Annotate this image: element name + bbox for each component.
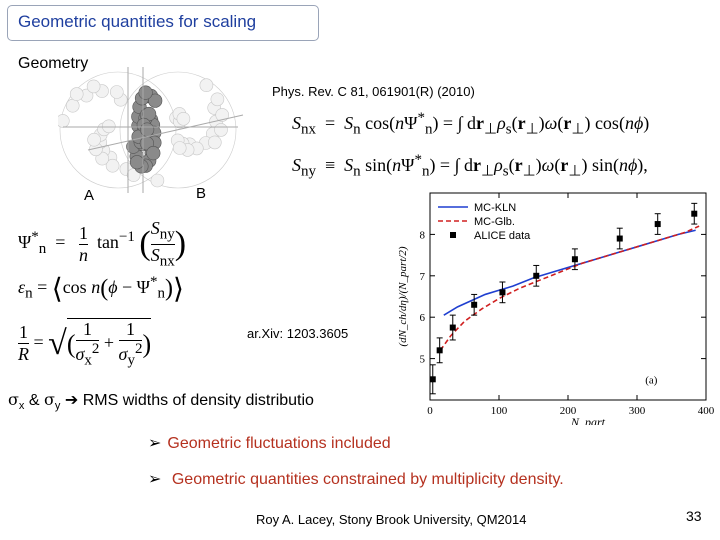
y-tick-label: 7 bbox=[420, 271, 426, 283]
spectator-nucleon bbox=[58, 114, 70, 128]
y-tick-label: 8 bbox=[420, 229, 426, 241]
page-number: 33 bbox=[686, 508, 702, 524]
sigma-x-symbol: σ bbox=[8, 390, 19, 409]
spectator-nucleon bbox=[69, 87, 84, 101]
data-point bbox=[533, 272, 540, 279]
spectator-nucleon bbox=[87, 132, 101, 147]
x-axis-label: N_part bbox=[570, 415, 606, 425]
y-tick-label: 6 bbox=[420, 312, 426, 324]
spectator-nucleon bbox=[172, 141, 187, 155]
spectator-nucleon bbox=[176, 111, 191, 126]
bullet-text-2: Geometric quantities constrained by mult… bbox=[171, 471, 564, 488]
legend-label: ALICE data bbox=[474, 230, 531, 242]
data-point bbox=[616, 235, 623, 242]
bullet-arrow-icon: ➢ bbox=[148, 471, 162, 488]
rms-text: RMS widths of density distributio bbox=[82, 392, 314, 409]
y-tick-label: 5 bbox=[420, 354, 426, 366]
bullet-arrow-icon: ➢ bbox=[148, 435, 162, 452]
sigma-y-subscript: y bbox=[54, 400, 61, 413]
spectator-nucleon bbox=[214, 123, 228, 137]
label-a: A bbox=[84, 187, 95, 204]
data-point bbox=[449, 324, 456, 331]
title-box bbox=[7, 5, 319, 41]
x-tick-label: 400 bbox=[698, 405, 715, 417]
spectator-nucleon bbox=[86, 79, 101, 94]
data-point bbox=[471, 301, 478, 308]
spectator-nucleon bbox=[199, 78, 214, 93]
label-b: B bbox=[196, 185, 207, 202]
multiplicity-chart: 0 100 200 300 400 5 6 7 8 N_part (dN_ch/dη)/(N_par… bbox=[397, 192, 715, 425]
x-tick-label: 0 bbox=[427, 405, 433, 417]
data-point bbox=[499, 289, 506, 296]
section-geometry: Geometry bbox=[18, 55, 89, 72]
spectator-nucleon bbox=[105, 158, 120, 173]
bullet-item-1: ➢ Geometric fluctuations included bbox=[148, 433, 391, 453]
ampersand: & bbox=[28, 392, 40, 409]
rms-widths-line: σx & σy ➔ RMS widths of density distribu… bbox=[8, 390, 314, 412]
spectator-nucleon bbox=[215, 108, 229, 122]
spectator-nucleon bbox=[65, 98, 80, 113]
legend-marker bbox=[450, 232, 456, 238]
plot-frame bbox=[429, 192, 707, 401]
right-arrow-icon: ➔ bbox=[64, 392, 83, 409]
arxiv-reference: ar.Xiv: 1203.3605 bbox=[247, 326, 349, 341]
panel-label: (a) bbox=[645, 374, 658, 386]
data-point bbox=[571, 256, 578, 263]
spectator-nucleon bbox=[101, 119, 116, 134]
participant-nucleon bbox=[139, 122, 155, 137]
data-point bbox=[654, 221, 661, 228]
data-point bbox=[691, 210, 698, 217]
nucleus-b-outline bbox=[119, 71, 237, 189]
x-tick-label: 300 bbox=[629, 405, 646, 417]
bullet-text-1: Geometric fluctuations included bbox=[167, 435, 391, 452]
spectator-nucleon bbox=[208, 135, 222, 150]
collision-geometry-figure bbox=[58, 67, 244, 193]
series-line-mc-glb- bbox=[439, 225, 700, 351]
x-tick-label: 100 bbox=[491, 405, 508, 417]
sigma-y-symbol: σ bbox=[44, 390, 55, 409]
sigma-x-subscript: x bbox=[18, 400, 25, 413]
x-tick-label: 200 bbox=[560, 405, 577, 417]
data-point bbox=[429, 376, 436, 383]
equation-snx: Snx = Sn cos(nΨ*n) = ∫ dr⊥ρs(r⊥)ω(r⊥) co… bbox=[292, 110, 650, 138]
spectator-nucleon bbox=[150, 173, 165, 188]
footer-author: Roy A. Lacey, Stony Brook University, QM… bbox=[256, 512, 527, 527]
spectator-nucleon bbox=[109, 85, 124, 99]
x-prime-axis-line bbox=[87, 114, 244, 151]
participant-nucleon bbox=[129, 155, 145, 170]
y-axis-label: (dN_ch/dη)/(N_part/2) bbox=[397, 246, 409, 347]
slide-title: Geometric quantities for scaling bbox=[18, 12, 257, 31]
reference-citation: Phys. Rev. C 81, 061901(R) (2010) bbox=[272, 84, 475, 99]
equation-eccentricity: εn = ⟨cos n(ϕ − Ψ*n)⟩ bbox=[18, 274, 184, 305]
participant-nucleon bbox=[138, 85, 153, 100]
nucleon-group bbox=[58, 71, 237, 189]
data-point bbox=[436, 347, 443, 354]
legend-label: MC-Glb. bbox=[474, 216, 515, 228]
bullet-item-2: ➢ Geometric quantities constrained by mu… bbox=[148, 469, 564, 489]
legend-label: MC-KLN bbox=[474, 202, 516, 214]
participant-nucleon bbox=[146, 145, 161, 161]
equation-sny: Sny ≡ Sn sin(nΨ*n) = ∫ dr⊥ρs(r⊥)ω(r⊥) si… bbox=[292, 152, 648, 180]
spectator-nucleon bbox=[210, 92, 225, 107]
